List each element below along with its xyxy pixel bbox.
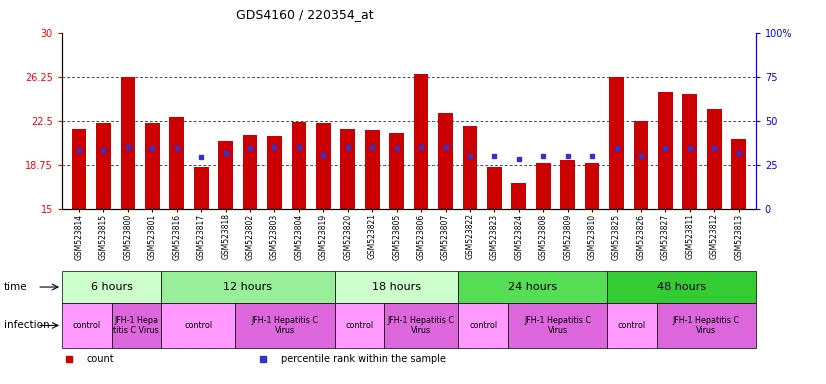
Bar [267,136,282,209]
Bar [508,303,607,348]
Bar [458,303,508,348]
Text: JFH-1 Hepa
titis C Virus: JFH-1 Hepa titis C Virus [113,316,159,335]
Bar [707,109,722,209]
Bar [292,122,306,209]
Bar [112,303,161,348]
Text: JFH-1 Hepatitis C
Virus: JFH-1 Hepatitis C Virus [524,316,591,335]
Text: time: time [4,282,28,292]
Bar [218,141,233,209]
Bar [536,163,551,209]
Bar [169,118,184,209]
Bar [585,163,600,209]
Bar [161,271,335,303]
Bar [438,113,453,209]
Bar [316,123,330,209]
Text: control: control [469,321,497,330]
Bar [145,123,159,209]
Text: control: control [345,321,373,330]
Text: control: control [184,321,212,330]
Text: 24 hours: 24 hours [508,282,558,292]
Text: percentile rank within the sample: percentile rank within the sample [281,354,445,364]
Text: JFH-1 Hepatitis C
Virus: JFH-1 Hepatitis C Virus [672,316,740,335]
Bar [607,271,756,303]
Bar [161,303,235,348]
Bar [365,131,380,209]
Bar [121,78,135,209]
Text: control: control [618,321,646,330]
Bar [511,184,526,209]
Bar [72,129,87,209]
Text: 12 hours: 12 hours [223,282,273,292]
Bar [389,133,404,209]
Text: 6 hours: 6 hours [91,282,132,292]
Bar [235,303,335,348]
Bar [96,123,111,209]
Text: JFH-1 Hepatitis C
Virus: JFH-1 Hepatitis C Virus [251,316,319,335]
Text: infection: infection [4,320,50,331]
Bar [607,303,657,348]
Text: JFH-1 Hepatitis C
Virus: JFH-1 Hepatitis C Virus [387,316,455,335]
Text: count: count [86,354,114,364]
Text: GDS4160 / 220354_at: GDS4160 / 220354_at [236,8,373,21]
Text: 48 hours: 48 hours [657,282,706,292]
Bar [194,167,208,209]
Bar [560,160,575,209]
Bar [731,139,746,209]
Bar [62,303,112,348]
Bar [335,303,384,348]
Bar [657,303,756,348]
Bar [62,271,161,303]
Bar [634,121,648,209]
Bar [658,91,672,209]
Text: control: control [73,321,101,330]
Bar [487,167,501,209]
Bar [384,303,458,348]
Bar [458,271,607,303]
Text: 18 hours: 18 hours [372,282,421,292]
Bar [243,135,258,209]
Bar [340,129,355,209]
Bar [335,271,458,303]
Bar [610,78,624,209]
Bar [414,74,429,209]
Bar [682,94,697,209]
Bar [463,126,477,209]
